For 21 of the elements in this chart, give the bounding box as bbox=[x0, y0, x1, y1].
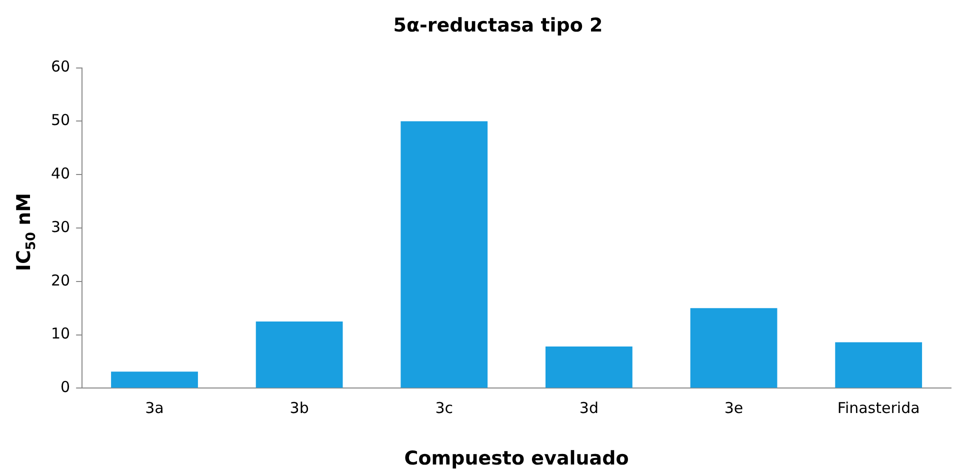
y-tick-label: 40 bbox=[50, 164, 70, 182]
bar bbox=[111, 372, 198, 388]
bar bbox=[690, 308, 778, 388]
x-tick-label: 3e bbox=[724, 399, 744, 418]
y-tick-label: 0 bbox=[60, 378, 70, 396]
x-tick-label: 3b bbox=[290, 399, 309, 418]
x-tick-label: 3a bbox=[145, 399, 164, 418]
x-tick-label: 3d bbox=[579, 399, 598, 418]
y-tick-label: 10 bbox=[50, 324, 70, 343]
x-axis-title: Compuesto evaluado bbox=[404, 448, 629, 470]
y-tick-label: 30 bbox=[50, 218, 70, 236]
x-tick-label: Finasterida bbox=[837, 399, 920, 418]
bar bbox=[400, 121, 488, 388]
y-tick-label: 20 bbox=[50, 271, 70, 290]
bar bbox=[256, 321, 343, 388]
x-tick-label: 3c bbox=[435, 399, 454, 418]
chart-title: 5α-reductasa tipo 2 bbox=[393, 14, 603, 36]
y-tick-label: 60 bbox=[50, 58, 70, 76]
y-tick-label: 50 bbox=[50, 111, 70, 130]
bar bbox=[546, 346, 632, 388]
bar bbox=[835, 342, 922, 388]
